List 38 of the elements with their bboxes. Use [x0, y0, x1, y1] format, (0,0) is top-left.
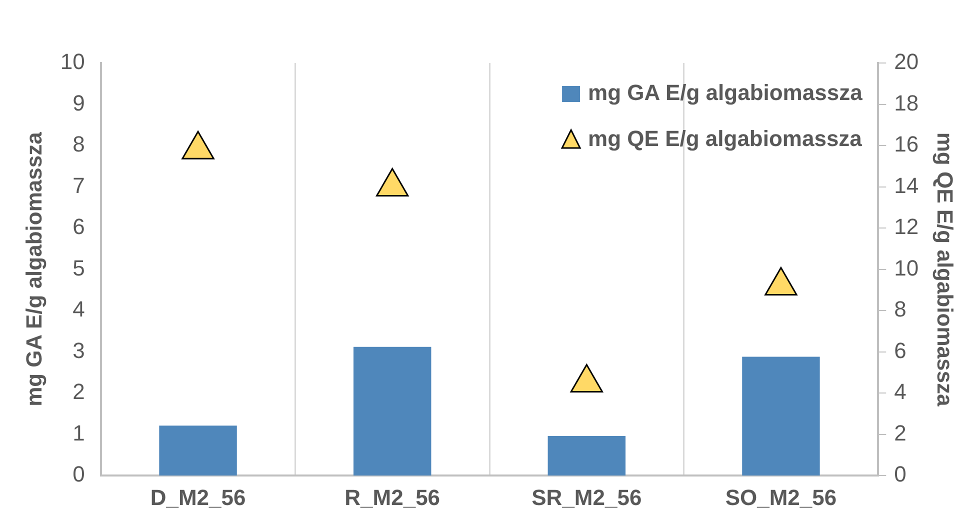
y2-tick-label: 10	[894, 255, 919, 280]
y-tick-label: 3	[72, 338, 85, 363]
point	[376, 168, 409, 197]
y2-axis-title: mg QE E/g algabiomassza	[932, 132, 958, 407]
y-tick-label: 10	[60, 49, 85, 74]
bar	[159, 426, 237, 476]
y2-tick-label: 12	[894, 214, 919, 240]
bar	[742, 356, 820, 476]
legend-label: mg QE E/g algabiomassza	[588, 126, 863, 152]
y2-tick-label: 18	[894, 90, 919, 116]
y-tick-label: 2	[72, 379, 85, 404]
y-tick-label: 5	[72, 255, 85, 280]
y2-tick-label: 14	[894, 172, 919, 198]
y-tick-label: 0	[72, 462, 85, 487]
bar	[353, 346, 432, 476]
y-tick-label: 1	[72, 420, 85, 446]
y2-tick-label: 4	[894, 379, 906, 404]
point	[570, 364, 603, 393]
y2-tick-label: 20	[894, 49, 919, 74]
y-tick-label: 8	[72, 132, 85, 157]
y-axis-title: mg GA E/g algabiomassza	[21, 131, 46, 406]
point	[764, 267, 798, 296]
y-tick-label: 4	[72, 296, 85, 322]
y-tick-label: 9	[72, 90, 85, 116]
x-tick-label: SO_M2_56	[725, 484, 837, 510]
y2-tick-label: 0	[894, 462, 906, 487]
y2-tick-label: 2	[894, 420, 906, 446]
point	[182, 130, 214, 160]
bar	[548, 436, 626, 476]
x-tick-label: SR_M2_56	[532, 484, 642, 510]
x-tick-label: R_M2_56	[344, 484, 440, 510]
x-tick-label: D_M2_56	[150, 484, 246, 510]
y-tick-label: 6	[72, 214, 85, 240]
y-tick-label: 7	[72, 172, 85, 198]
legend-label: mg GA E/g algabiomassza	[588, 80, 864, 106]
y2-tick-label: 8	[894, 296, 906, 322]
y2-tick-label: 16	[894, 132, 919, 157]
y2-tick-label: 6	[894, 338, 906, 363]
